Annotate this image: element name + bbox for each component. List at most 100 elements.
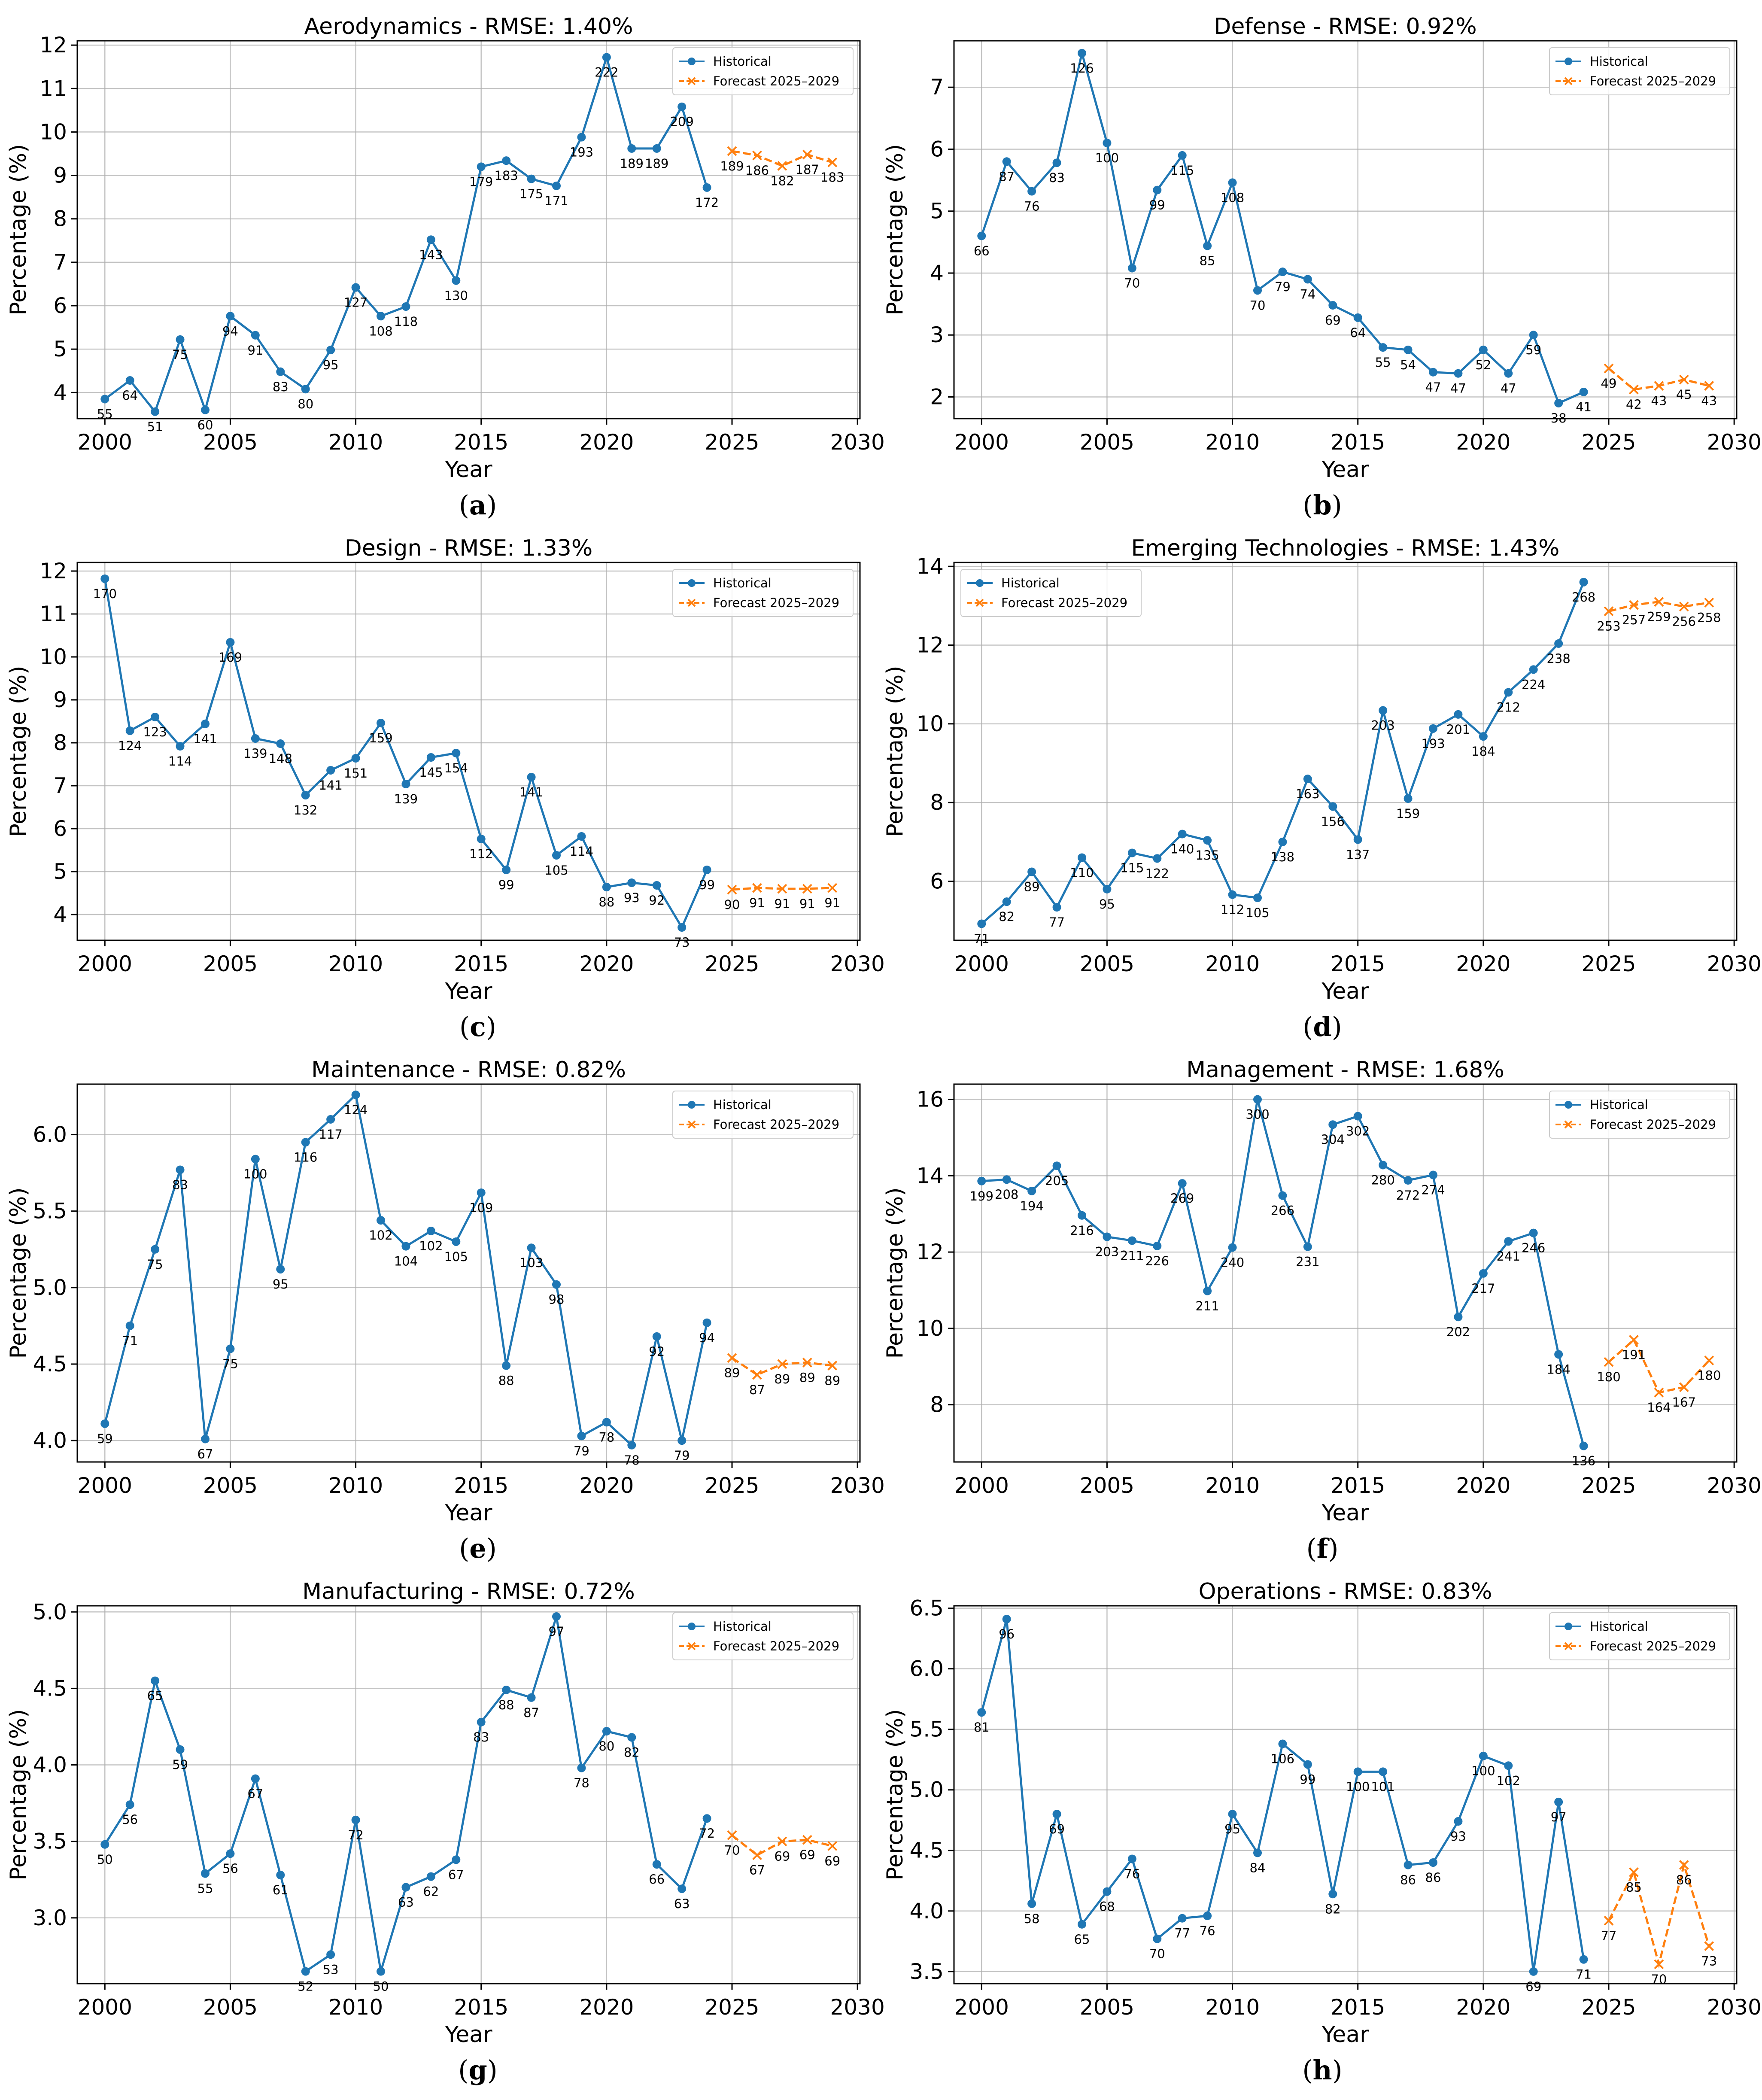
historical-data-label: 209	[670, 115, 693, 129]
y-tick-label: 12	[39, 33, 67, 58]
legend-forecast-marker	[687, 1642, 696, 1650]
historical-data-label: 201	[1446, 722, 1470, 737]
historical-data-label: 141	[519, 785, 543, 799]
historical-point	[627, 144, 636, 153]
historical-data-label: 105	[544, 863, 568, 878]
historical-data-label: 67	[197, 1447, 213, 1462]
historical-data-label: 304	[1321, 1132, 1345, 1147]
historical-data-label: 78	[624, 1453, 640, 1468]
historical-data-label: 71	[1576, 1967, 1592, 1982]
historical-point	[1127, 1854, 1136, 1863]
historical-point	[552, 851, 561, 860]
historical-point	[702, 1814, 711, 1823]
historical-data-label: 55	[197, 1881, 213, 1896]
historical-data-label: 238	[1546, 651, 1570, 666]
historical-data-label: 193	[570, 145, 593, 160]
x-tick-label: 2015	[454, 430, 508, 455]
historical-data-label: 140	[1170, 842, 1194, 857]
historical-data-label: 54	[1400, 358, 1416, 372]
historical-point	[401, 1883, 410, 1892]
forecast-data-label: 257	[1622, 613, 1646, 627]
historical-data-label: 85	[1200, 254, 1215, 268]
historical-data-label: 64	[122, 388, 138, 403]
historical-data-label: 124	[344, 1103, 368, 1117]
historical-point	[100, 395, 109, 404]
historical-point	[627, 1441, 636, 1450]
historical-point	[1228, 178, 1237, 187]
historical-data-label: 246	[1522, 1241, 1545, 1255]
x-tick-label: 2020	[579, 1473, 634, 1498]
historical-data-label: 159	[369, 731, 392, 745]
legend-forecast-marker	[1564, 1120, 1573, 1129]
forecast-point	[752, 1370, 762, 1380]
forecast-point	[1679, 374, 1689, 385]
historical-point	[1579, 1955, 1588, 1964]
historical-point	[100, 1840, 109, 1849]
forecast-data-label: 89	[724, 1366, 740, 1380]
historical-point	[1052, 903, 1061, 912]
historical-data-label: 82	[999, 909, 1015, 924]
legend-historical-label: Historical	[1590, 1619, 1648, 1634]
x-tick-label: 2020	[579, 951, 634, 976]
historical-point	[1454, 1817, 1463, 1826]
historical-data-label: 211	[1195, 1299, 1219, 1313]
x-tick-label: 2015	[1331, 1473, 1385, 1498]
historical-point	[100, 574, 109, 583]
y-tick-label: 7	[53, 773, 67, 798]
x-tick-label: 2005	[1080, 1995, 1134, 2020]
historical-point	[326, 346, 335, 355]
historical-data-label: 194	[1020, 1199, 1043, 1213]
y-tick-label: 8	[53, 730, 67, 755]
historical-data-label: 211	[1120, 1248, 1144, 1263]
forecast-point	[752, 150, 762, 161]
historical-point	[1454, 710, 1463, 719]
historical-data-label: 88	[498, 1374, 514, 1388]
historical-data-label: 59	[97, 1431, 113, 1446]
historical-data-label: 189	[620, 156, 644, 171]
legend-historical-marker	[1565, 1623, 1572, 1630]
historical-point	[201, 1434, 210, 1444]
historical-point	[1454, 369, 1463, 378]
historical-point	[1303, 1760, 1312, 1769]
historical-data-label: 80	[298, 397, 313, 411]
x-axis-label: Year	[444, 2022, 492, 2048]
historical-point	[1027, 1899, 1036, 1908]
historical-data-label: 203	[1095, 1245, 1119, 1259]
historical-data-label: 135	[1195, 848, 1219, 863]
legend-forecast-marker	[687, 1120, 696, 1129]
historical-point	[1353, 1767, 1362, 1776]
historical-data-label: 86	[1400, 1873, 1416, 1887]
historical-data-label: 100	[1346, 1779, 1370, 1794]
forecast-data-label: 89	[774, 1372, 790, 1386]
historical-data-label: 139	[243, 746, 267, 761]
historical-data-label: 97	[549, 1624, 565, 1639]
y-tick-label: 5.0	[33, 1599, 67, 1624]
historical-data-label: 84	[1250, 1860, 1266, 1875]
legend-box	[1549, 1091, 1730, 1139]
historical-point	[426, 753, 435, 762]
historical-data-label: 72	[348, 1828, 364, 1842]
historical-point	[452, 1237, 461, 1246]
historical-data-label: 71	[974, 932, 990, 946]
caption-e: (e)	[459, 1533, 497, 1564]
historical-point	[652, 1860, 661, 1869]
caption-a: (a)	[459, 489, 497, 521]
historical-data-label: 117	[319, 1127, 342, 1142]
historical-line	[980, 1619, 1585, 1972]
historical-data-label: 139	[394, 792, 418, 806]
forecast-point	[1604, 363, 1614, 374]
historical-point	[1404, 794, 1413, 803]
historical-data-label: 67	[448, 1867, 464, 1882]
historical-point	[351, 283, 360, 292]
legend-box	[1549, 47, 1730, 95]
legend-forecast-marker	[975, 599, 984, 607]
historical-point	[176, 1165, 185, 1174]
historical-line	[981, 1099, 1585, 1447]
historical-point	[502, 1361, 511, 1370]
historical-data-label: 203	[1371, 718, 1394, 733]
historical-point	[1328, 802, 1337, 811]
historical-data-label: 76	[1124, 1866, 1140, 1881]
historical-data-label: 141	[319, 778, 342, 793]
forecast-point	[752, 883, 762, 893]
legend-historical-label: Historical	[713, 1619, 772, 1634]
